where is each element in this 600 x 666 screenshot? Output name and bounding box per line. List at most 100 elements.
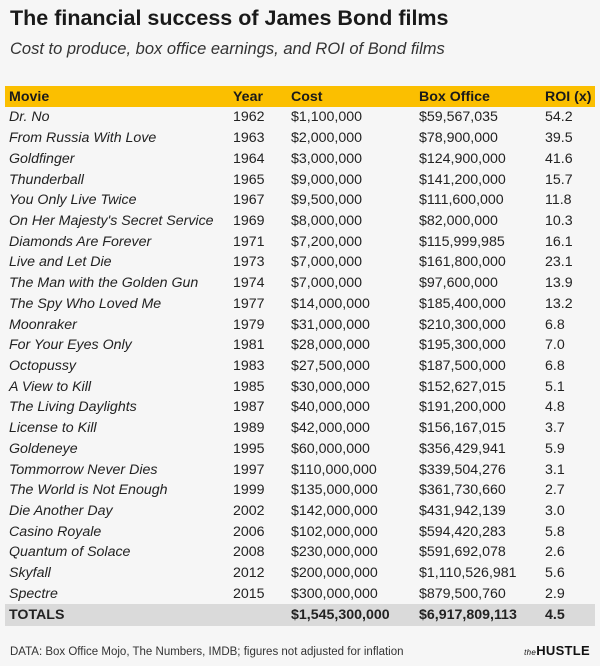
year-cell: 1963 [233, 130, 265, 147]
roi-cell: 5.8 [545, 523, 565, 540]
movie-cell: The World is Not Enough [9, 482, 168, 499]
movie-cell: Quantum of Solace [9, 544, 131, 561]
year-cell: 2002 [233, 503, 265, 520]
year-cell: 1989 [233, 420, 265, 437]
movie-cell: For Your Eyes Only [9, 337, 132, 354]
table-row: Thunderball 1965 $9,000,000 $141,200,000 15.… [5, 169, 595, 190]
box-office-cell: $879,500,760 [419, 585, 506, 602]
logo-text: HUSTLE [536, 643, 590, 658]
movie-cell: The Man with the Golden Gun [9, 275, 199, 292]
cost-cell: $102,000,000 [291, 523, 378, 540]
year-cell: 2008 [233, 544, 265, 561]
cost-cell: $300,000,000 [291, 585, 378, 602]
year-cell: 1967 [233, 192, 265, 209]
box-office-cell: $591,692,078 [419, 544, 506, 561]
hustle-logo: theHUSTLE [524, 643, 590, 658]
roi-cell: 23.1 [545, 254, 573, 271]
year-cell: 1983 [233, 357, 265, 374]
year-cell: 1971 [233, 233, 265, 250]
roi-cell: 2.9 [545, 585, 565, 602]
year-cell: 1965 [233, 171, 265, 188]
movie-cell: Dr. No [9, 109, 50, 126]
year-cell: 2015 [233, 585, 265, 602]
table-row: Skyfall 2012 $200,000,000 $1,110,526,981 5.6 [5, 563, 595, 584]
box-office-cell: $115,999,985 [419, 233, 505, 250]
movie-cell: A View to Kill [9, 378, 92, 395]
roi-cell: 6.8 [545, 357, 565, 374]
chart-subtitle: Cost to produce, box office earnings, an… [10, 40, 445, 58]
cost-cell: $2,000,000 [291, 130, 363, 147]
movie-cell: License to Kill [9, 420, 97, 437]
year-cell: 1999 [233, 482, 265, 499]
box-office-cell: $152,627,015 [419, 378, 506, 395]
totals-label: TOTALS [9, 607, 65, 624]
cost-cell: $31,000,000 [291, 316, 370, 333]
movie-cell: Live and Let Die [9, 254, 112, 271]
column-header-cost: Cost [291, 88, 323, 105]
movie-cell: Octopussy [9, 357, 77, 374]
table-row: You Only Live Twice 1967 $9,500,000 $111,60… [5, 190, 595, 211]
movie-cell: Spectre [9, 585, 58, 602]
cost-cell: $40,000,000 [291, 399, 370, 416]
roi-cell: 2.6 [545, 544, 565, 561]
box-office-cell: $111,600,000 [419, 192, 504, 209]
cost-cell: $60,000,000 [291, 440, 370, 457]
table-row: A View to Kill 1985 $30,000,000 $152,627,01… [5, 376, 595, 397]
year-cell: 1995 [233, 440, 265, 457]
cost-cell: $42,000,000 [291, 420, 370, 437]
movie-cell: From Russia With Love [9, 130, 157, 147]
roi-cell: 7.0 [545, 337, 565, 354]
cost-cell: $14,000,000 [291, 295, 370, 312]
movie-cell: On Her Majesty's Secret Service [9, 212, 214, 229]
box-office-cell: $431,942,139 [419, 503, 506, 520]
box-office-cell: $156,167,015 [419, 420, 506, 437]
table-row: License to Kill 1989 $42,000,000 $156,167,0… [5, 418, 595, 439]
box-office-cell: $78,900,000 [419, 130, 498, 147]
chart-title: The financial success of James Bond film… [10, 6, 449, 30]
table-row: On Her Majesty's Secret Service 1969 $8,00… [5, 211, 595, 232]
column-header-year: Year [233, 88, 263, 105]
movie-cell: Goldfinger [9, 150, 75, 167]
box-office-cell: $187,500,000 [419, 357, 506, 374]
cost-cell: $9,000,000 [291, 171, 363, 188]
box-office-cell: $82,000,000 [419, 212, 498, 229]
movie-cell: Goldeneye [9, 440, 78, 457]
movie-cell: Die Another Day [9, 503, 113, 520]
table-header-row: Movie Year Cost Box Office ROI (x) [5, 86, 595, 107]
cost-cell: $7,000,000 [291, 275, 363, 292]
year-cell: 1973 [233, 254, 265, 271]
table-row: The World is Not Enough 1999 $135,000,000 $… [5, 480, 595, 501]
column-header-roi: ROI (x) [545, 88, 592, 105]
box-office-cell: $195,300,000 [419, 337, 506, 354]
roi-cell: 13.9 [545, 275, 573, 292]
table-row: Casino Royale 2006 $102,000,000 $594,420,28… [5, 521, 595, 542]
cost-cell: $200,000,000 [291, 565, 378, 582]
table-row: Goldfinger 1964 $3,000,000 $124,900,000 41.6 [5, 148, 595, 169]
table-body: Dr. No 1962 $1,100,000 $59,567,035 54.2 From … [5, 107, 595, 604]
table-row: Spectre 2015 $300,000,000 $879,500,760 2.9 [5, 584, 595, 605]
cost-cell: $3,000,000 [291, 150, 363, 167]
box-office-cell: $1,110,526,981 [419, 565, 517, 582]
totals-box-office: $6,917,809,113 [419, 607, 517, 624]
box-office-cell: $210,300,000 [419, 316, 506, 333]
movie-cell: The Living Daylights [9, 399, 137, 416]
cost-cell: $9,500,000 [291, 192, 363, 209]
roi-cell: 2.7 [545, 482, 565, 499]
table-row: Die Another Day 2002 $142,000,000 $431,942,… [5, 501, 595, 522]
movie-cell: The Spy Who Loved Me [9, 295, 162, 312]
table-row: Moonraker 1979 $31,000,000 $210,300,000 6.8 [5, 314, 595, 335]
table-row: The Man with the Golden Gun 1974 $7,000,00… [5, 273, 595, 294]
roi-cell: 39.5 [545, 130, 573, 147]
movie-cell: Thunderball [9, 171, 84, 188]
cost-cell: $1,100,000 [291, 109, 363, 126]
box-office-cell: $191,200,000 [419, 399, 506, 416]
table-row: For Your Eyes Only 1981 $28,000,000 $195,30… [5, 335, 595, 356]
roi-cell: 41.6 [545, 150, 573, 167]
year-cell: 1964 [233, 150, 265, 167]
column-header-box-office: Box Office [419, 88, 490, 105]
table-row: Diamonds Are Forever 1971 $7,200,000 $115,9… [5, 231, 595, 252]
table-row: From Russia With Love 1963 $2,000,000 $78,9… [5, 128, 595, 149]
logo-prefix: the [524, 648, 537, 657]
box-office-cell: $161,800,000 [419, 254, 506, 271]
year-cell: 1974 [233, 275, 265, 292]
